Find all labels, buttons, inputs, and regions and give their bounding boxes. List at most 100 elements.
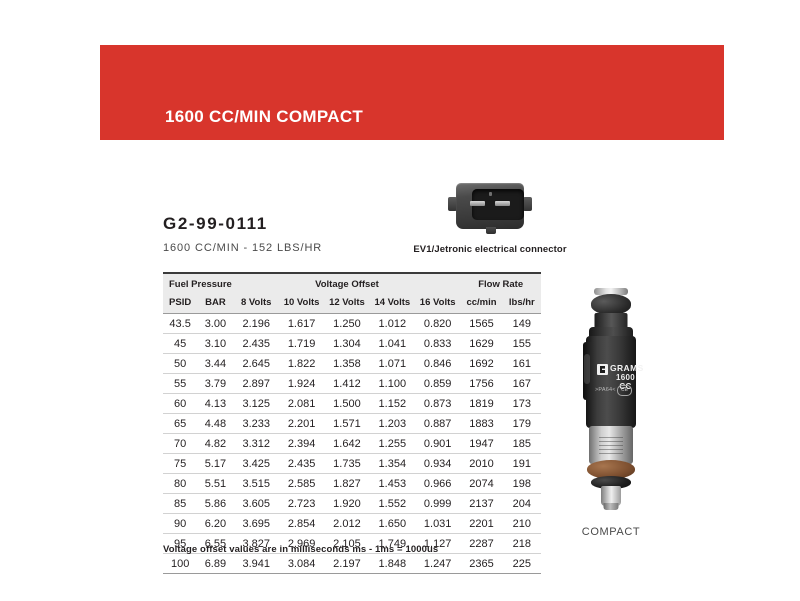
table-cell: 5.86: [197, 493, 234, 514]
table-cell: 3.425: [233, 453, 279, 474]
group-header-fuel-pressure: Fuel Pressure: [163, 272, 234, 294]
table-cell: 6.89: [197, 553, 234, 574]
table-cell: 2365: [460, 553, 503, 574]
part-number: G2-99-0111: [163, 214, 268, 233]
table-cell: 2201: [460, 513, 503, 534]
table-cell: 2074: [460, 473, 503, 494]
injector-cert-mark: CE: [617, 385, 632, 396]
table-cell: 75: [163, 453, 198, 474]
table-cell: 50: [163, 353, 198, 374]
table-row: 55 3.79 2.897 1.924 1.412 1.100 0.859 1756 167: [163, 373, 541, 394]
table-cell: 1883: [460, 413, 503, 434]
table-column-header-row: PSID BAR 8 Volts 10 Volts 12 Volts 14 Vo…: [163, 294, 541, 314]
table-cell: 1.453: [369, 473, 415, 494]
table-cell: 2.854: [278, 513, 325, 534]
injector-nozzle: [601, 486, 621, 506]
table-cell: 4.13: [197, 393, 234, 414]
column-header-lbs-hr: lbs/hr: [502, 294, 541, 314]
table-cell: 149: [502, 313, 541, 334]
table-cell: 0.887: [414, 413, 461, 434]
table-cell: 3.44: [197, 353, 234, 374]
connector-housing: [456, 183, 524, 229]
connector-caption: EV1/Jetronic electrical connector: [413, 244, 567, 255]
product-spec-line: 1600 CC/MIN - 152 LBS/HR: [163, 242, 323, 254]
table-cell: 5.51: [197, 473, 234, 494]
column-header-cc-min: cc/min: [460, 294, 503, 314]
table-cell: 0.934: [414, 453, 461, 474]
grams-logo-icon: [597, 364, 608, 375]
fuel-injector-icon: GRAMS 1600 CC >PA64< CE: [581, 288, 644, 516]
table-cell: 2010: [460, 453, 503, 474]
table-cell: 6.20: [197, 513, 234, 534]
table-cell: 3.827: [233, 533, 279, 554]
table-cell: 1.617: [278, 313, 325, 334]
table-cell: 3.605: [233, 493, 279, 514]
table-cell: 70: [163, 433, 198, 454]
table-cell: 95: [163, 533, 198, 554]
table-cell: 210: [502, 513, 541, 534]
table-row: 65 4.48 3.233 2.201 1.571 1.203 0.887 1883 179: [163, 413, 541, 434]
table-cell: 0.999: [414, 493, 461, 514]
table-cell: 1.571: [324, 413, 370, 434]
table-cell: 173: [502, 393, 541, 414]
table-cell: 55: [163, 373, 198, 394]
table-cell: 60: [163, 393, 198, 414]
table-cell: 3.084: [278, 553, 325, 574]
column-header-16-volts: 16 Volts: [414, 294, 461, 314]
table-cell: 2.723: [278, 493, 325, 514]
injector-neck: [594, 313, 628, 329]
table-cell: 2.435: [278, 453, 325, 474]
table-cell: 3.79: [197, 373, 234, 394]
injector-mid-section: [589, 426, 633, 464]
table-cell: 0.901: [414, 433, 461, 454]
table-cell: 3.125: [233, 393, 279, 414]
table-cell: 2.585: [278, 473, 325, 494]
table-group-header-row: Fuel Pressure Voltage Offset Flow Rate: [163, 272, 541, 294]
connector-pip: [489, 192, 492, 196]
table-cell: 1.247: [414, 553, 461, 574]
table-cell: 2.969: [278, 533, 325, 554]
table-row: 43.5 3.00 2.196 1.617 1.250 1.012 0.820 1565 149: [163, 313, 541, 334]
table-cell: 2287: [460, 533, 503, 554]
table-cell: 1.552: [369, 493, 415, 514]
injector-black-ring: [591, 476, 631, 489]
table-cell: 90: [163, 513, 198, 534]
table-cell: 161: [502, 353, 541, 374]
table-cell: 4.82: [197, 433, 234, 454]
table-cell: 1947: [460, 433, 503, 454]
table-cell: 2.196: [233, 313, 279, 334]
table-cell: 1.920: [324, 493, 370, 514]
group-header-voltage-offset: Voltage Offset: [233, 272, 461, 294]
column-header-8-volts: 8 Volts: [233, 294, 279, 314]
injector-flow-label: 1600 CC: [616, 373, 635, 391]
table-row: 85 5.86 3.605 2.723 1.920 1.552 0.999 2137 204: [163, 493, 541, 514]
injector-top-cap: [594, 288, 628, 295]
column-header-psid: PSID: [163, 294, 198, 314]
table-head: Fuel Pressure Voltage Offset Flow Rate P…: [163, 272, 541, 314]
injector-brand-label: GRAMS: [610, 363, 644, 373]
table-cell: 1.152: [369, 393, 415, 414]
table-cell: 1.822: [278, 353, 325, 374]
table-cell: 1.250: [324, 313, 370, 334]
table-cell: 1.735: [324, 453, 370, 474]
table-cell: 1.719: [278, 333, 325, 354]
table-cell: 155: [502, 333, 541, 354]
table-cell: 1819: [460, 393, 503, 414]
table-cell: 80: [163, 473, 198, 494]
table-cell: 1.255: [369, 433, 415, 454]
table-row: 95 6.55 3.827 2.969 2.105 1.749 1.127 2287 218: [163, 533, 541, 554]
table-cell: 1.848: [369, 553, 415, 574]
table-footnote: Voltage offset values are in millisecond…: [163, 544, 439, 555]
table-cell: 1.924: [278, 373, 325, 394]
group-header-flow-rate: Flow Rate: [460, 272, 541, 294]
connector-ear-right: [523, 197, 532, 211]
table-cell: 0.859: [414, 373, 461, 394]
table-row: 80 5.51 3.515 2.585 1.827 1.453 0.966 2074 198: [163, 473, 541, 494]
connector-ear-left: [448, 197, 457, 211]
table-cell: 1.358: [324, 353, 370, 374]
injector-body: [586, 336, 636, 428]
table-cell: 45: [163, 333, 198, 354]
connector-terminal-left: [470, 201, 485, 206]
table-cell: 43.5: [163, 313, 198, 334]
connector-terminal-right: [495, 201, 510, 206]
